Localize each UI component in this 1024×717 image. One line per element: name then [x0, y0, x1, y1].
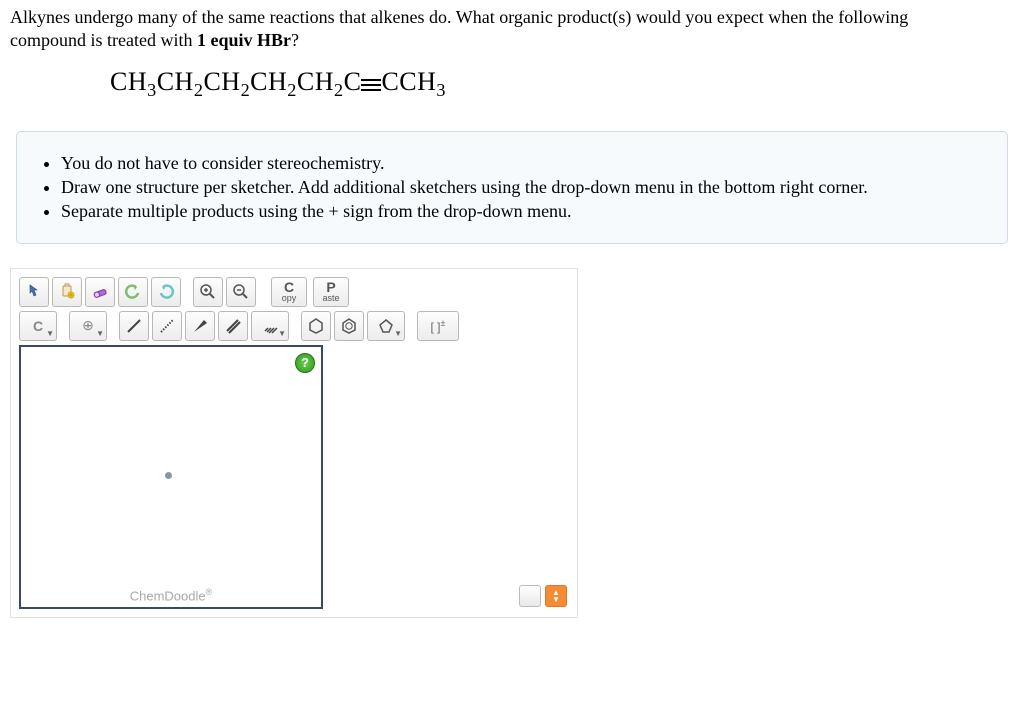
toolbar-row-2: C ▼ ⊕ ▼ ▼: [19, 311, 569, 341]
bracket-button[interactable]: [ ]±: [417, 311, 459, 341]
chemical-formula: CH3CH2CH2CH2CH2CCCH3: [110, 67, 1014, 101]
element-picker-button[interactable]: C ▼: [19, 311, 57, 341]
chevron-down-icon: ▼: [46, 329, 54, 338]
prompt-bold: 1 equiv HBr: [197, 30, 291, 50]
zoom-in-button[interactable]: [193, 277, 223, 307]
paste-button[interactable]: P aste: [313, 277, 349, 307]
undo-button[interactable]: [118, 277, 148, 307]
move-tool-button[interactable]: [19, 277, 49, 307]
prompt-line1: Alkynes undergo many of the same reactio…: [10, 7, 908, 27]
cyclohexane-button[interactable]: [301, 311, 331, 341]
toolbar-row-1: C opy P aste: [19, 277, 569, 307]
recessed-bond-button[interactable]: [152, 311, 182, 341]
benzene-button[interactable]: [334, 311, 364, 341]
triple-bond-icon: [361, 71, 381, 97]
chevron-down-icon: ▼: [394, 329, 402, 338]
chemdoodle-sketcher: C opy P aste C ▼ ⊕ ▼: [10, 268, 578, 618]
single-bond-button[interactable]: [119, 311, 149, 341]
hint-item: Separate multiple products using the + s…: [61, 201, 985, 222]
help-button[interactable]: ?: [295, 353, 315, 373]
drawing-canvas[interactable]: ? ChemDoodle®: [19, 345, 323, 609]
chevron-down-icon: ▼: [96, 329, 104, 338]
wedge-bond-button[interactable]: [185, 311, 215, 341]
prompt-line2-suffix: ?: [291, 30, 299, 50]
footer-blank-button[interactable]: [519, 585, 541, 607]
charge-picker-button[interactable]: ⊕ ▼: [69, 311, 107, 341]
hint-item: You do not have to consider stereochemis…: [61, 153, 985, 174]
sketcher-footer-controls: ▲ ▼: [519, 585, 567, 607]
prompt-line2-prefix: compound is treated with: [10, 30, 197, 50]
hint-box: You do not have to consider stereochemis…: [16, 131, 1008, 244]
chemdoodle-brand: ChemDoodle®: [21, 587, 321, 603]
hint-item: Draw one structure per sketcher. Add add…: [61, 177, 985, 198]
clear-tool-button[interactable]: [52, 277, 82, 307]
chevron-down-icon: ▼: [278, 329, 286, 338]
hash-bond-button[interactable]: ▼: [251, 311, 289, 341]
copy-button[interactable]: C opy: [271, 277, 307, 307]
add-sketcher-dropdown[interactable]: ▲ ▼: [545, 585, 567, 607]
double-bond-button[interactable]: [218, 311, 248, 341]
ring-picker-button[interactable]: ▼: [367, 311, 405, 341]
chevron-down-icon: ▼: [552, 596, 560, 603]
zoom-out-button[interactable]: [226, 277, 256, 307]
eraser-tool-button[interactable]: [85, 277, 115, 307]
question-prompt: Alkynes undergo many of the same reactio…: [10, 6, 1014, 53]
redo-button[interactable]: [151, 277, 181, 307]
canvas-start-atom[interactable]: [165, 472, 172, 479]
